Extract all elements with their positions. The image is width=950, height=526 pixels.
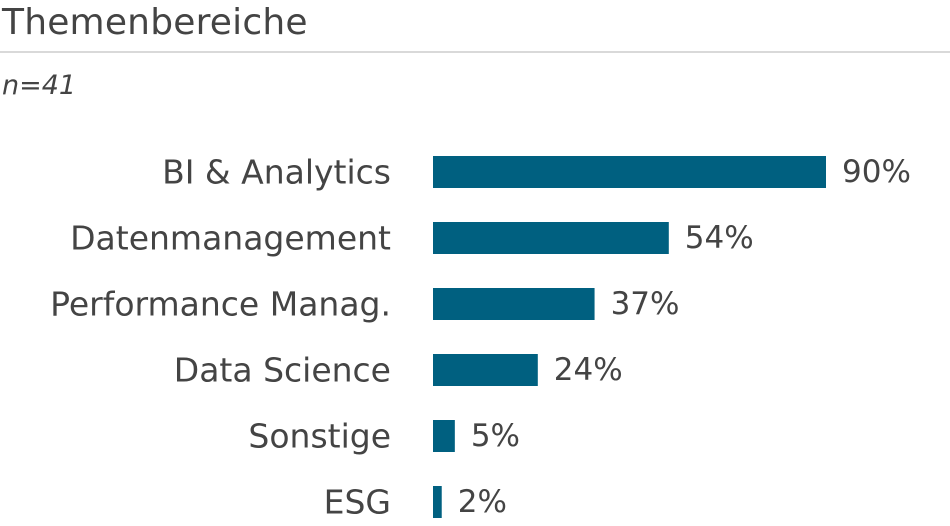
category-label: Performance Manag. [50, 285, 391, 324]
category-label: Data Science [174, 351, 391, 390]
bar [433, 486, 442, 518]
category-label: ESG [324, 483, 391, 522]
category-label: Sonstige [248, 417, 391, 456]
value-label: 90% [842, 154, 911, 190]
value-label: 2% [458, 484, 507, 520]
bar [433, 156, 826, 188]
value-label: 54% [685, 220, 754, 256]
category-label: Datenmanagement [70, 219, 391, 258]
bar [433, 354, 538, 386]
bar [433, 420, 455, 452]
value-label: 37% [611, 286, 680, 322]
chart-title: Themenbereiche [2, 2, 308, 43]
chart-subtitle: n=41 [2, 70, 77, 101]
value-label: 24% [554, 352, 623, 388]
value-label: 5% [471, 418, 520, 454]
category-label: BI & Analytics [162, 153, 391, 192]
bar [433, 222, 669, 254]
title-divider [0, 51, 950, 53]
bar [433, 288, 595, 320]
